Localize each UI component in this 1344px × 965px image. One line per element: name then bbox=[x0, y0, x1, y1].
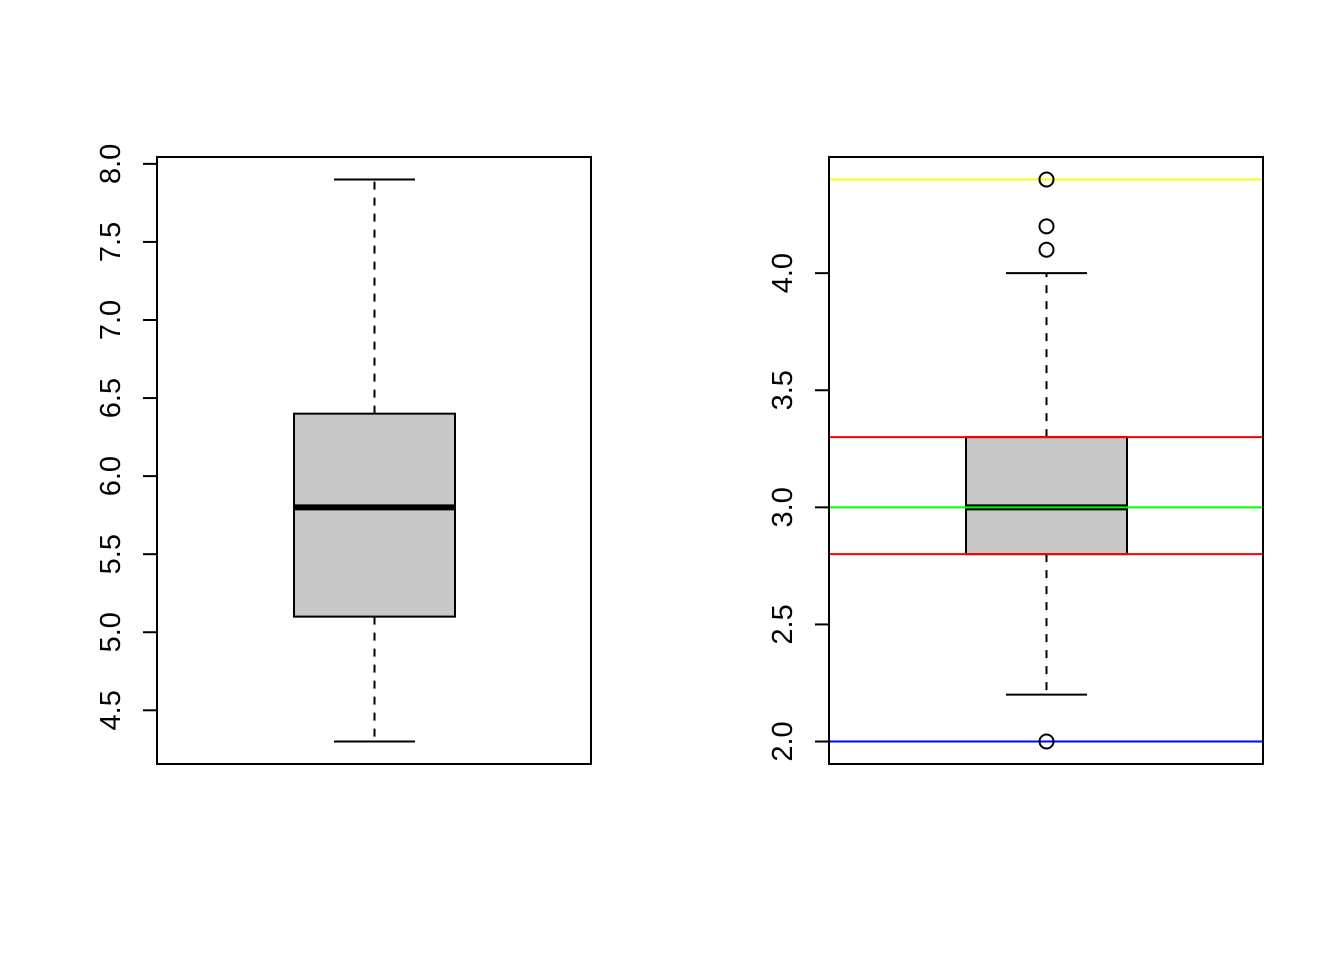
outlier-point bbox=[1038, 733, 1055, 750]
boxplot-panel-2: 2.0 2.5 3.0 3.5 4.0 bbox=[767, 156, 1264, 765]
outlier-point bbox=[1038, 171, 1055, 188]
y-tick-label: 7.5 bbox=[95, 222, 127, 262]
y-tick-label: 6.0 bbox=[95, 456, 127, 496]
outlier-point bbox=[1038, 218, 1055, 235]
y-tick-label: 3.5 bbox=[767, 370, 799, 410]
y-tick-label: 6.5 bbox=[95, 378, 127, 418]
y-tick-label: 7.0 bbox=[95, 300, 127, 340]
y-tick-label: 3.0 bbox=[767, 487, 799, 527]
iqr-box bbox=[293, 412, 456, 618]
outlier-point bbox=[1038, 241, 1055, 258]
y-tick-label: 2.0 bbox=[767, 721, 799, 761]
y-tick-label: 4.0 bbox=[767, 253, 799, 293]
y-tick-label: 4.5 bbox=[95, 690, 127, 730]
y-tick-label: 5.5 bbox=[95, 534, 127, 574]
boxplot-panel-1: 4.5 5.0 5.5 6.0 6.5 7.0 7.5 8.0 bbox=[95, 144, 592, 765]
iqr-box bbox=[965, 436, 1128, 556]
y-tick-label: 5.0 bbox=[95, 612, 127, 652]
y-tick-label: 2.5 bbox=[767, 604, 799, 644]
y-tick-label: 8.0 bbox=[95, 144, 127, 184]
